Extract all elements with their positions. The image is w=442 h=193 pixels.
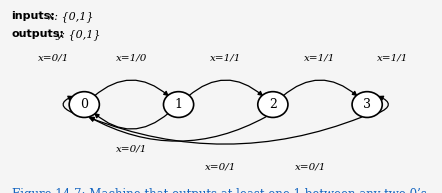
Text: x=0/1: x=0/1 [295,163,326,172]
Text: x=1/1: x=1/1 [210,53,241,62]
Text: outputs:: outputs: [11,29,64,39]
Text: Figure 14.7: Machine that outputs at least one 1 between any two 0’s.: Figure 14.7: Machine that outputs at lea… [11,188,431,193]
Circle shape [352,92,382,118]
Text: x: {0,1}: x: {0,1} [47,11,93,22]
Text: 3: 3 [363,98,371,111]
Text: x=1/0: x=1/0 [116,53,147,62]
Circle shape [69,92,99,118]
Text: inputs:: inputs: [11,11,55,21]
Text: x=1/1: x=1/1 [377,53,409,62]
Text: x=1/1: x=1/1 [305,53,335,62]
Text: 1: 1 [175,98,183,111]
Text: 0: 0 [80,98,88,111]
Text: x=0/1: x=0/1 [206,163,236,172]
Text: x=0/1: x=0/1 [116,145,147,154]
Text: y: {0,1}: y: {0,1} [55,29,100,40]
Circle shape [258,92,288,118]
Text: 2: 2 [269,98,277,111]
Circle shape [164,92,194,118]
Text: x=0/1: x=0/1 [38,53,69,62]
